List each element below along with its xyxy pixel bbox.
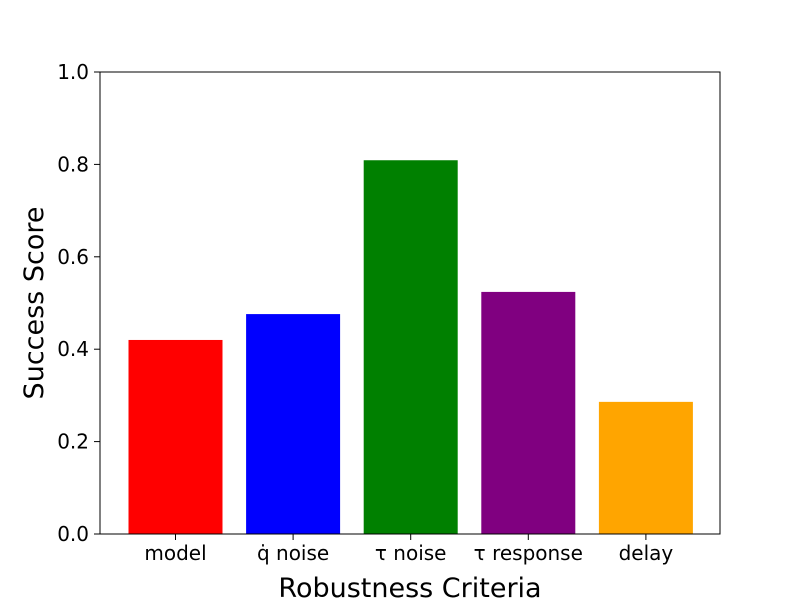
bars — [128, 160, 693, 534]
x-tick-label-1: q̇ noise — [257, 541, 329, 565]
x-tick-label-2: τ noise — [375, 541, 447, 565]
y-tick-label-2: 0.4 — [57, 337, 89, 361]
x-tick-label-4: delay — [619, 541, 674, 565]
y-tick-label-1: 0.2 — [57, 430, 89, 454]
bar-3 — [481, 291, 576, 534]
x-tick-label-3: τ response — [474, 541, 583, 565]
x-axis: model q̇ noise τ noise τ response delay — [144, 534, 673, 565]
x-tick-label-0: model — [144, 541, 206, 565]
y-axis: 0.0 0.2 0.4 0.6 0.8 1.0 — [57, 60, 100, 546]
plot-frame — [99, 71, 721, 535]
y-tick-label-5: 1.0 — [57, 60, 89, 84]
y-tick-label-0: 0.0 — [57, 522, 89, 546]
y-tick-label-4: 0.8 — [57, 152, 89, 176]
bar-0 — [128, 339, 223, 534]
bar-4 — [598, 401, 693, 534]
x-axis-title: Robustness Criteria — [278, 573, 541, 600]
bar-2 — [363, 160, 458, 534]
y-tick-label-3: 0.6 — [57, 245, 89, 269]
y-axis-title: Success Score — [19, 207, 50, 400]
bar-1 — [246, 314, 341, 534]
